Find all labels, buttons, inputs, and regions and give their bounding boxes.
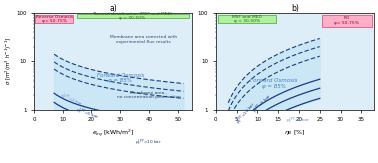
Text: $p_c^{LPT}$=2 bar: $p_c^{LPT}$=2 bar <box>59 91 85 111</box>
X-axis label: $e_{eq}$ [kWh/m$^2$]: $e_{eq}$ [kWh/m$^2$] <box>91 128 135 139</box>
Title: a): a) <box>109 4 117 13</box>
Bar <box>218 15 276 23</box>
Text: Forward Osmosis
φ = 85%: Forward Osmosis φ = 85% <box>96 73 144 83</box>
Text: MSF and MED
φ = 30-50%: MSF and MED φ = 30-50% <box>232 15 262 23</box>
X-axis label: $\eta_{B}$ [%]: $\eta_{B}$ [%] <box>284 128 305 137</box>
Text: Forward Osmosis
φ = 85%: Forward Osmosis φ = 85% <box>250 78 298 89</box>
Bar <box>322 15 372 27</box>
Y-axis label: $\sigma$ [m$^2$(m$^3$ h$^{-1}$)$^{-1}$]: $\sigma$ [m$^2$(m$^3$ h$^{-1}$)$^{-1}$] <box>4 37 14 86</box>
Text: Thermal desalination (MSF and MED)
φ = 30-50%: Thermal desalination (MSF and MED) φ = 3… <box>91 12 172 20</box>
Text: $p_c^{LPT}$=5 bar: $p_c^{LPT}$=5 bar <box>74 105 101 123</box>
Bar <box>36 15 73 23</box>
Title: b): b) <box>291 4 299 13</box>
Text: $p_c^{LPT}$=2 bar: $p_c^{LPT}$=2 bar <box>287 116 311 126</box>
Bar <box>77 14 189 18</box>
Text: $p_c^{LPT}$=10 bar: $p_c^{LPT}$=10 bar <box>135 138 161 148</box>
Text: $p_c^{LPT}$=10 bar: $p_c^{LPT}$=10 bar <box>234 99 260 127</box>
Text: Membrane area -
no concentration polarization: Membrane area - no concentration polariz… <box>117 91 181 99</box>
Text: RO
φ= 50-75%: RO φ= 50-75% <box>335 16 359 25</box>
Text: Reverse Osmosis
φ= 50-75%: Reverse Osmosis φ= 50-75% <box>36 15 73 23</box>
Text: Membrane area corrected with
experimental flux results: Membrane area corrected with experimenta… <box>110 36 177 44</box>
Text: $p_c^{LPT}$=5 bar: $p_c^{LPT}$=5 bar <box>251 92 276 116</box>
